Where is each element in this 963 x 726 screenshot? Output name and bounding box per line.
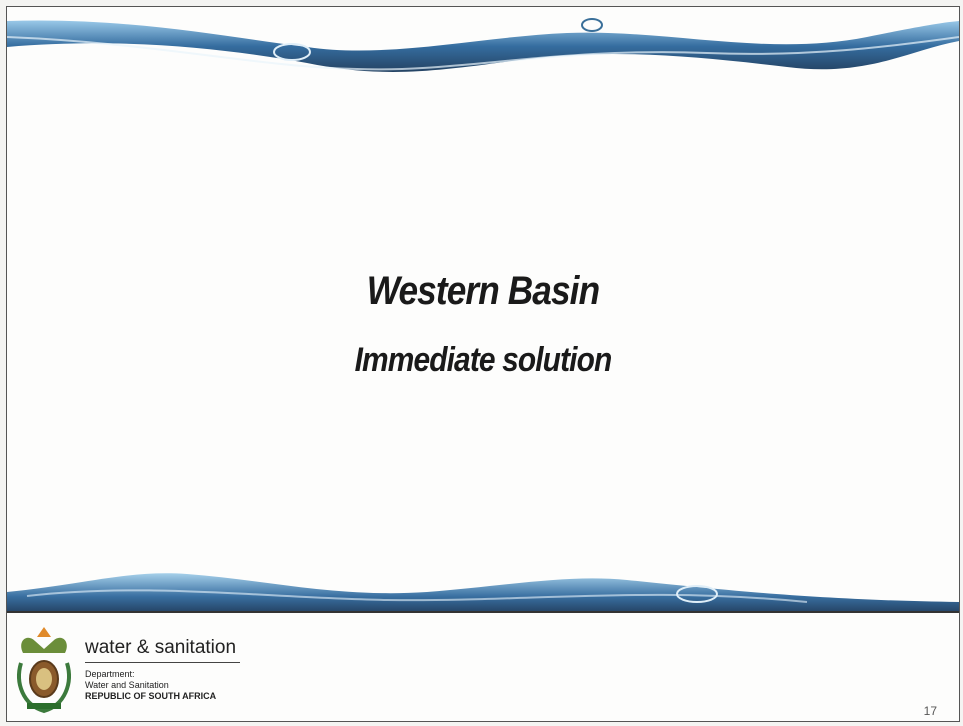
coat-of-arms — [17, 627, 71, 714]
page-number: 17 — [923, 704, 937, 718]
brand: water & sanitation — [85, 637, 237, 658]
department-name: Water and Sanitation — [85, 680, 169, 690]
slide: Western Basin Immediate solution water &… — [6, 6, 960, 722]
top-water — [7, 18, 959, 72]
country: REPUBLIC OF SOUTH AFRICA — [85, 691, 217, 701]
brand-underline — [85, 662, 240, 663]
footer-divider — [7, 611, 959, 613]
slide-subtitle: Immediate solution — [354, 341, 613, 379]
bottom-water — [7, 573, 959, 612]
department-label: Department: — [85, 669, 135, 679]
slide-title: Western Basin — [366, 269, 600, 313]
